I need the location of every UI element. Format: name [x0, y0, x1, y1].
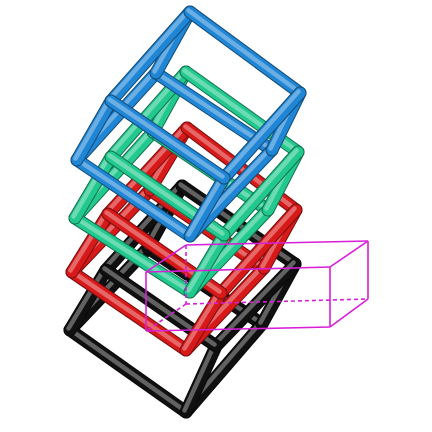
cube-edge [217, 86, 307, 185]
box-edge [145, 244, 187, 273]
cube-edge [183, 171, 231, 243]
cube-edge [65, 207, 115, 279]
cube-edge [70, 94, 118, 167]
cube-edge [63, 323, 193, 419]
cube-edge [104, 5, 197, 108]
cube-edge [68, 211, 197, 299]
box-edge [145, 266, 331, 273]
cube-edge [179, 339, 223, 419]
cube-edge [217, 145, 305, 242]
cube-edge [68, 150, 118, 225]
cube-edge [63, 263, 113, 337]
cube-edge [65, 265, 193, 357]
box-hidden-edge [145, 303, 187, 332]
cube-edge [104, 94, 231, 185]
cube-edge [214, 203, 303, 300]
box-edge [329, 240, 369, 268]
magenta-box [145, 240, 369, 332]
cube-edge [209, 257, 302, 353]
blue-cube [70, 5, 307, 243]
box-edge [329, 298, 369, 328]
cube-edge [183, 5, 307, 100]
box-edge [185, 240, 369, 246]
box-hidden-edge [185, 298, 369, 305]
stacked-cubes [63, 5, 307, 419]
cube-edge [70, 153, 197, 243]
box-edge [145, 326, 331, 332]
